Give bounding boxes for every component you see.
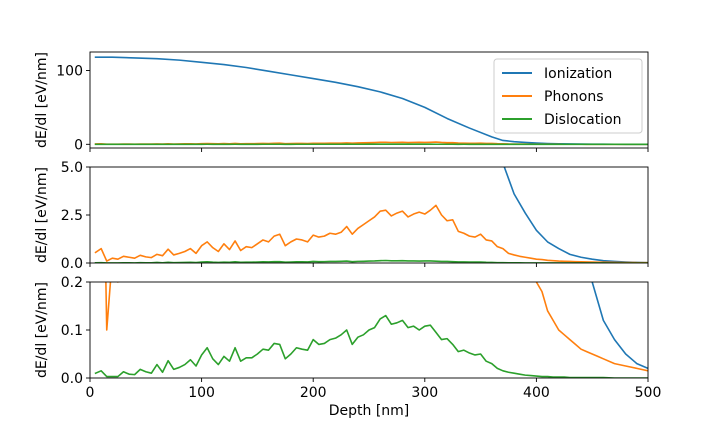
series-line-dislocation-bottom [94, 314, 648, 378]
y-axis-label-top: dE/dl [eV/nm] [34, 52, 50, 148]
y-axis-label-bottom: dE/dl [eV/nm] [34, 282, 50, 378]
y-axis-label-middle: dE/dl [eV/nm] [34, 167, 50, 263]
y-tick-label-top: 0 [74, 137, 83, 153]
series-line-phonons-middle [94, 204, 648, 263]
panel-top: 0 100 dE/dl [eV/nm] Ionization Phonons Disloc… [34, 51, 649, 153]
legend-box [493, 58, 643, 134]
y-tick-label-bottom: 0.0 [61, 371, 83, 387]
x-tick-label: 500 [635, 385, 662, 401]
y-tick-label-top: 100 [56, 63, 83, 79]
x-tick-label: 100 [188, 385, 215, 401]
y-tick-label-middle: 5.0 [61, 160, 83, 176]
x-tick-label: 0 [86, 385, 95, 401]
y-tick-label-middle: 2.5 [61, 208, 83, 224]
y-tick-label-bottom: 0.2 [61, 275, 83, 291]
series-line-phonons-bottom [105, 282, 648, 372]
axes-frame-top [89, 51, 649, 149]
y-tick-label-bottom: 0.1 [61, 323, 83, 339]
panel-bottom: 0 100 200 300 400 500 0.0 0.1 0.2 dE/dl [eV/nm] [34, 275, 662, 401]
series-line-ionization-middle [503, 167, 648, 263]
panel-middle: 0.0 2.5 5.0 dE/dl [eV/nm] [34, 160, 649, 272]
x-tick-label: 300 [411, 385, 438, 401]
x-tick-label: 200 [300, 385, 327, 401]
y-tick-label-middle: 0.0 [61, 256, 83, 272]
legend: Ionization Phonons Dislocation [493, 58, 643, 134]
legend-label-dislocation: Dislocation [544, 112, 622, 128]
x-axis-label: Depth [nm] [329, 403, 410, 419]
series-line-ionization-bottom [591, 282, 648, 370]
axes-frame-middle [89, 166, 649, 264]
legend-label-ionization: Ionization [544, 66, 612, 82]
legend-label-phonons: Phonons [544, 89, 604, 105]
x-tick-label: 400 [523, 385, 550, 401]
